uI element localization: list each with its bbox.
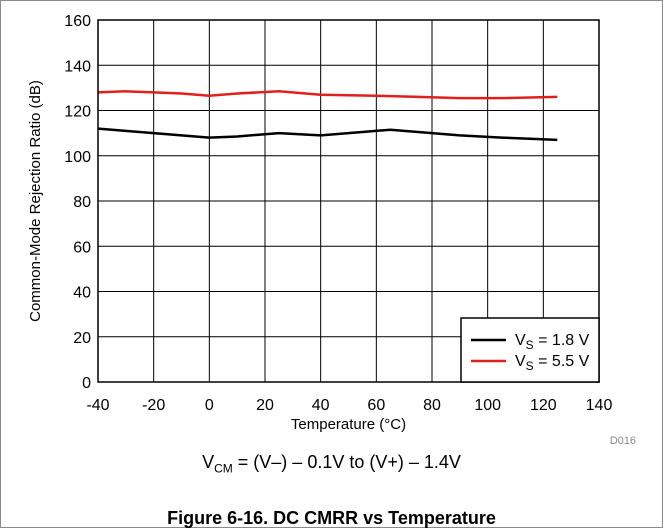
- x-tick-label: 100: [474, 397, 501, 414]
- cmrr-chart: -40 -20 0 20 40 60 80 100 120 140 0 20 40 60 80 100 120…: [27, 13, 636, 447]
- figure-code: D016: [610, 435, 636, 447]
- frame-top-border: [0, 0, 663, 1]
- y-axis-label: Common-Mode Rejection Ratio (dB): [27, 80, 44, 322]
- x-tick-label: 80: [423, 397, 441, 414]
- legend-label-1: VS = 1.8 V: [515, 332, 590, 352]
- y-tick-label: 100: [64, 149, 91, 166]
- plot-area-border: [97, 19, 600, 383]
- x-tick-label: 140: [586, 397, 613, 414]
- x-axis-label: Temperature (°C): [291, 416, 406, 433]
- x-tick-label: 20: [256, 397, 274, 414]
- vcm-note-rest: = (V–) – 0.1V to (V+) – 1.4V: [232, 452, 461, 472]
- series-line-1: [97, 127, 558, 142]
- x-tick-label: 120: [530, 397, 557, 414]
- vcm-note-sub: CM: [214, 461, 233, 476]
- x-tick-label: -40: [86, 397, 109, 414]
- x-tick-labels: -40 -20 0 20 40 60 80 100 120 140: [86, 397, 612, 414]
- x-tick-label: -20: [142, 397, 165, 414]
- y-tick-label: 140: [64, 58, 91, 75]
- figure-caption: Figure 6-16. DC CMRR vs Temperature: [167, 508, 496, 528]
- legend-label-2: VS = 5.5 V: [515, 353, 590, 373]
- y-tick-label: 20: [73, 330, 91, 347]
- y-tick-label: 120: [64, 104, 91, 121]
- chart-series: [97, 90, 558, 142]
- y-tick-label: 80: [73, 194, 91, 211]
- legend-box: [460, 317, 600, 383]
- y-tick-label: 0: [82, 375, 91, 392]
- x-tick-label: 60: [367, 397, 385, 414]
- x-tick-label: 40: [312, 397, 330, 414]
- series-line-2: [97, 90, 558, 100]
- vcm-note-prefix: V: [202, 452, 215, 472]
- vcm-condition-note: VCM = (V–) – 0.1V to (V+) – 1.4V: [0, 452, 663, 476]
- y-tick-label: 60: [73, 239, 91, 256]
- y-tick-labels: 0 20 40 60 80 100 120 140 160: [64, 13, 91, 392]
- chart-legend: VS = 1.8 VVS = 5.5 V: [460, 317, 600, 383]
- y-tick-label: 40: [73, 285, 91, 302]
- x-tick-label: 0: [205, 397, 214, 414]
- y-tick-label: 160: [64, 13, 91, 30]
